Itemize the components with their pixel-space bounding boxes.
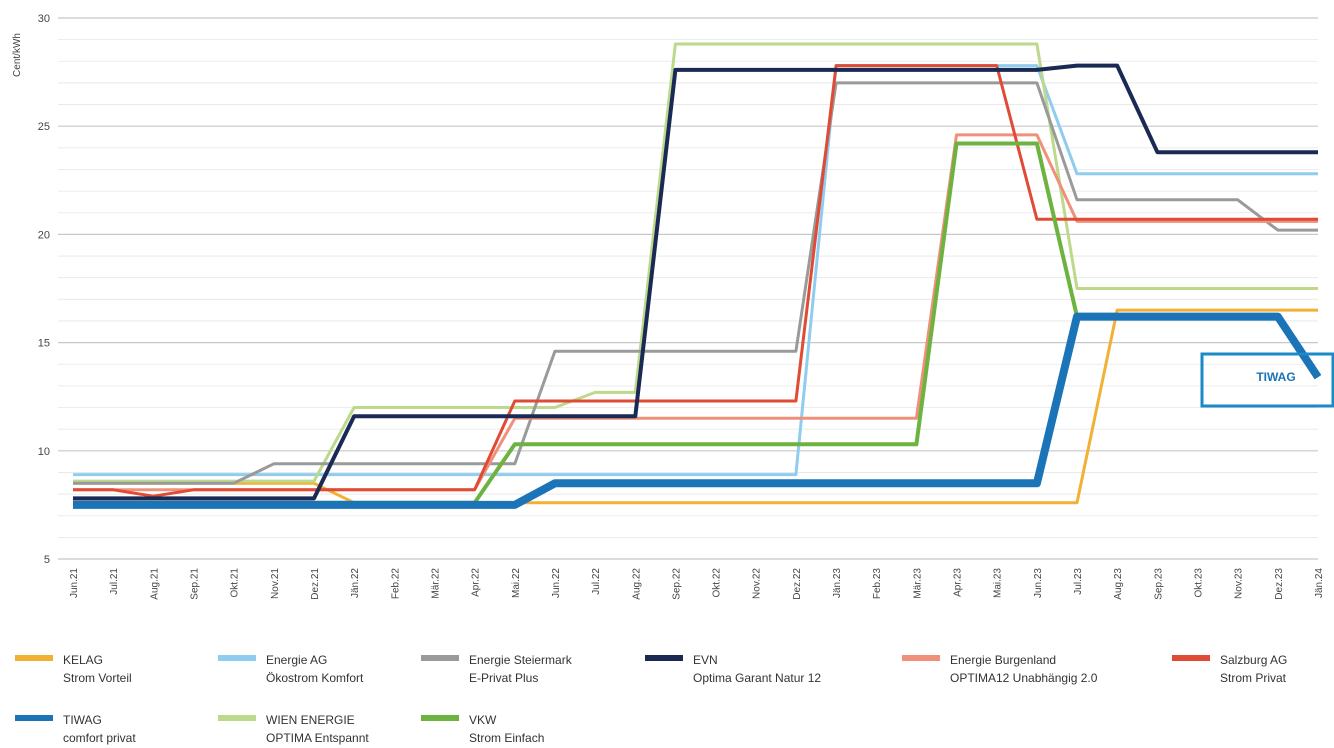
series-line-evn bbox=[73, 63, 1318, 501]
legend-swatch bbox=[645, 655, 683, 661]
x-tick-label: Okt.23 bbox=[1194, 568, 1205, 598]
legend-series-name: Energie AG bbox=[266, 653, 328, 667]
legend-swatch bbox=[15, 655, 53, 661]
x-tick-label: Okt.21 bbox=[230, 568, 241, 598]
x-tick-label: Nov.22 bbox=[752, 568, 763, 599]
series-line-vkw bbox=[73, 141, 1320, 505]
legend-swatch bbox=[218, 715, 256, 721]
x-tick-label: Jul.21 bbox=[109, 568, 120, 595]
legend: KELAG Strom Vorteil Energie AG Ökostrom Kom… bbox=[0, 640, 1334, 748]
x-tick-label: Mai.22 bbox=[511, 568, 522, 598]
x-tick-label: Dez.23 bbox=[1274, 568, 1285, 600]
x-tick-label: Aug.23 bbox=[1113, 568, 1124, 600]
x-tick-label: Mai.23 bbox=[993, 568, 1004, 598]
series-line-kelag bbox=[73, 308, 1318, 505]
x-tick-label: Apr.22 bbox=[471, 568, 482, 597]
series-line-energie-burgenland bbox=[73, 133, 1318, 492]
y-axis-label: Cent/kWh bbox=[12, 33, 23, 77]
x-tick-label: Jun.21 bbox=[69, 568, 80, 598]
legend-series-subtitle: Strom Privat bbox=[1220, 671, 1287, 685]
legend-series-subtitle: Strom Einfach bbox=[469, 731, 545, 745]
grid-lines bbox=[58, 17, 1318, 560]
series-line-salzburg-ag bbox=[73, 64, 1318, 498]
x-tick-label: Mär.22 bbox=[430, 568, 441, 599]
x-tick-label: Jän.23 bbox=[832, 568, 843, 598]
legend-series-name: EVN bbox=[693, 653, 718, 667]
series-lines bbox=[73, 42, 1322, 509]
x-tick-label: Sep.21 bbox=[189, 568, 200, 600]
tiwag-annotation: TIWAG bbox=[1200, 352, 1334, 408]
x-tick-label: Apr.23 bbox=[953, 568, 964, 597]
x-tick-label: Jun.23 bbox=[1033, 568, 1044, 598]
series-line-tiwag bbox=[73, 312, 1322, 509]
x-tick-label: Feb.23 bbox=[872, 568, 883, 600]
x-tick-label: Aug.21 bbox=[149, 568, 160, 600]
legend-series-name: Energie Steiermark bbox=[469, 653, 572, 667]
legend-series-name: TIWAG bbox=[63, 713, 102, 727]
x-tick-label: Nov.21 bbox=[270, 568, 281, 599]
x-tick-label: Jul.22 bbox=[591, 568, 602, 595]
tiwag-annotation-label: TIWAG bbox=[1256, 370, 1295, 384]
x-tick-label: Sep.23 bbox=[1153, 568, 1164, 600]
legend-series-subtitle: E-Privat Plus bbox=[469, 671, 539, 685]
legend-swatch bbox=[902, 655, 940, 661]
legend-series-name: Energie Burgenland bbox=[950, 653, 1057, 667]
x-tick-label: Okt.22 bbox=[712, 568, 723, 598]
legend-series-name: KELAG bbox=[63, 653, 104, 667]
y-tick-label: 20 bbox=[38, 229, 50, 241]
series-line-energie-steiermark bbox=[73, 81, 1318, 485]
legend-swatch bbox=[421, 655, 459, 661]
legend-series-subtitle: Optima Garant Natur 12 bbox=[693, 671, 822, 685]
legend-series-subtitle: Strom Vorteil bbox=[63, 671, 132, 685]
x-tick-label: Dez.21 bbox=[310, 568, 321, 600]
y-tick-label: 30 bbox=[38, 13, 50, 25]
legend-series-name: VKW bbox=[469, 713, 497, 727]
y-tick-label: 5 bbox=[44, 554, 50, 566]
x-axis-ticks: Jun.21 Jul.21 Aug.21 Sep.21 Okt.21 Nov.21 Dez.… bbox=[69, 568, 1325, 600]
x-tick-label: Jän.22 bbox=[350, 568, 361, 598]
line-chart: 5 10 15 20 25 30 Cent/kWh Jun.21 Jul.21 Aug.21 S… bbox=[12, 13, 1334, 600]
x-tick-label: Sep.22 bbox=[671, 568, 682, 600]
x-tick-label: Mär.23 bbox=[912, 568, 923, 599]
x-tick-label: Nov.23 bbox=[1234, 568, 1245, 599]
tiwag-annotation-box bbox=[1200, 352, 1334, 408]
y-axis-ticks: 5 10 15 20 25 30 bbox=[38, 13, 50, 566]
legend-series-subtitle: Ökostrom Komfort bbox=[266, 671, 364, 685]
x-tick-label: Dez.22 bbox=[792, 568, 803, 600]
x-tick-label: Feb.22 bbox=[390, 568, 401, 600]
legend-series-subtitle: OPTIMA Entspannt bbox=[266, 731, 369, 745]
legend-series-subtitle: comfort privat bbox=[63, 731, 136, 745]
legend-swatch bbox=[421, 715, 459, 721]
y-tick-label: 25 bbox=[38, 121, 50, 133]
y-tick-label: 15 bbox=[38, 338, 50, 350]
y-tick-label: 10 bbox=[38, 446, 50, 458]
legend-series-name: Salzburg AG bbox=[1220, 653, 1288, 667]
series-line-wien-energie bbox=[73, 42, 1318, 483]
legend-swatch bbox=[218, 655, 256, 661]
legend-swatch bbox=[15, 715, 53, 721]
legend-swatch bbox=[1172, 655, 1210, 661]
legend-series-subtitle: OPTIMA12 Unabhängig 2.0 bbox=[950, 671, 1098, 685]
x-tick-label: Aug.22 bbox=[631, 568, 642, 600]
x-tick-label: Jän.24 bbox=[1314, 568, 1325, 598]
legend-series-name: WIEN ENERGIE bbox=[266, 713, 355, 727]
x-tick-label: Jun.22 bbox=[551, 568, 562, 598]
series-line-energie-ag bbox=[73, 64, 1318, 477]
x-tick-label: Jul.23 bbox=[1073, 568, 1084, 595]
